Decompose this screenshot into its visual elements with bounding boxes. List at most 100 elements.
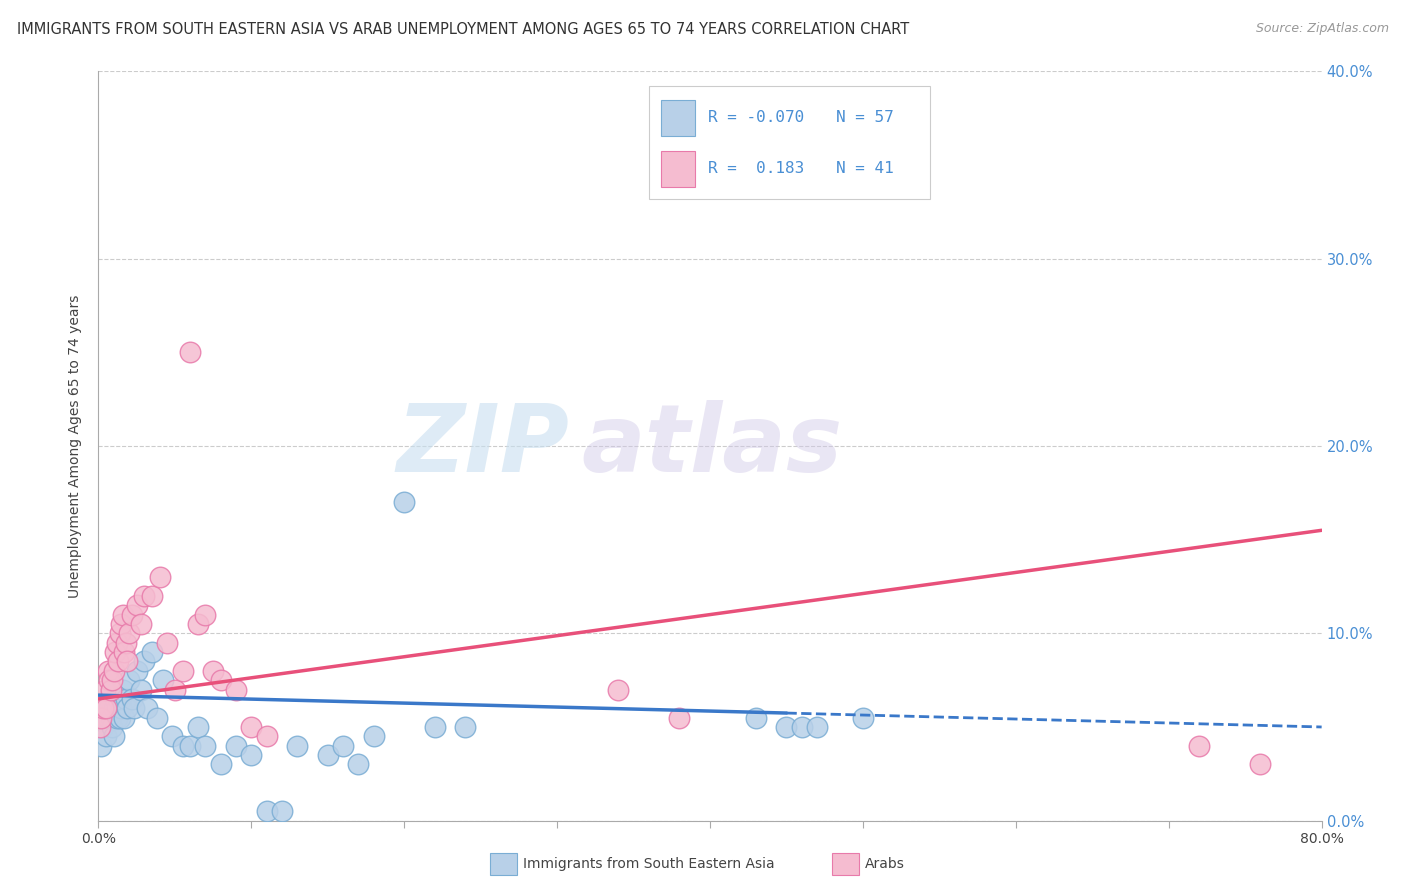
Point <box>790 720 813 734</box>
Point <box>103 730 125 744</box>
Point <box>332 739 354 753</box>
Point <box>125 599 148 613</box>
Bar <box>489 853 517 875</box>
Point <box>134 655 156 669</box>
Point <box>94 730 117 744</box>
Bar <box>661 151 696 186</box>
Point <box>111 682 134 697</box>
Point <box>105 710 128 724</box>
Point <box>90 739 112 753</box>
Point <box>179 739 201 753</box>
Point <box>149 570 172 584</box>
Text: R =  0.183: R = 0.183 <box>707 161 804 177</box>
Point <box>225 739 247 753</box>
Text: N = 57: N = 57 <box>837 111 894 125</box>
Point <box>112 710 135 724</box>
Point <box>90 710 112 724</box>
Point <box>115 692 138 706</box>
Point <box>107 692 129 706</box>
Point <box>97 692 120 706</box>
Point <box>100 682 122 697</box>
Point <box>112 645 135 659</box>
Point <box>202 664 225 678</box>
Point <box>105 635 128 649</box>
Point <box>163 682 186 697</box>
Point <box>141 589 163 603</box>
Point <box>240 720 263 734</box>
Point <box>194 607 217 622</box>
Point <box>110 617 132 632</box>
Point <box>93 710 115 724</box>
Point <box>101 673 124 688</box>
Point <box>100 710 122 724</box>
Point <box>100 682 122 697</box>
FancyBboxPatch shape <box>648 87 931 199</box>
Point <box>91 701 114 715</box>
Point <box>156 635 179 649</box>
Point <box>97 710 120 724</box>
Point <box>852 710 875 724</box>
Point <box>117 701 139 715</box>
Point <box>225 682 247 697</box>
Point <box>111 607 134 622</box>
Point <box>152 673 174 688</box>
Point <box>121 607 143 622</box>
Point <box>423 720 446 734</box>
Text: N = 41: N = 41 <box>837 161 894 177</box>
Point <box>101 720 124 734</box>
Point <box>240 747 263 762</box>
Point <box>105 701 128 715</box>
Point <box>118 673 141 688</box>
Text: ZIP: ZIP <box>396 400 569 492</box>
Point <box>454 720 477 734</box>
Y-axis label: Unemployment Among Ages 65 to 74 years: Unemployment Among Ages 65 to 74 years <box>69 294 83 598</box>
Point <box>125 664 148 678</box>
Point <box>141 645 163 659</box>
Point <box>97 664 120 678</box>
Text: Immigrants from South Eastern Asia: Immigrants from South Eastern Asia <box>523 857 775 871</box>
Point <box>285 739 308 753</box>
Point <box>103 664 125 678</box>
Point <box>117 655 139 669</box>
Point <box>89 720 111 734</box>
Point <box>256 730 278 744</box>
Point <box>1188 739 1211 753</box>
Point <box>94 701 117 715</box>
Point <box>209 673 232 688</box>
Point <box>122 701 145 715</box>
Point <box>110 701 132 715</box>
Point <box>347 757 370 772</box>
Point <box>363 730 385 744</box>
Point <box>172 664 194 678</box>
Point <box>775 720 797 734</box>
Point <box>209 757 232 772</box>
Point <box>98 673 121 688</box>
Point <box>136 701 159 715</box>
Point <box>104 692 127 706</box>
Point <box>134 589 156 603</box>
Text: Arabs: Arabs <box>865 857 905 871</box>
Point <box>806 720 828 734</box>
Point <box>316 747 339 762</box>
Point <box>104 645 127 659</box>
Point <box>668 710 690 724</box>
Point <box>121 692 143 706</box>
Point <box>745 710 768 724</box>
Point <box>256 805 278 819</box>
Point <box>392 495 416 509</box>
Point <box>108 710 131 724</box>
Point <box>115 635 138 649</box>
Text: atlas: atlas <box>582 400 842 492</box>
Point <box>129 682 152 697</box>
Point <box>160 730 183 744</box>
Point <box>607 682 630 697</box>
Point <box>110 692 132 706</box>
Point <box>145 710 167 724</box>
Point <box>270 805 292 819</box>
Point <box>129 617 152 632</box>
Point <box>172 739 194 753</box>
Point <box>108 626 131 640</box>
Point <box>187 617 209 632</box>
Text: Source: ZipAtlas.com: Source: ZipAtlas.com <box>1256 22 1389 36</box>
Point <box>94 701 117 715</box>
